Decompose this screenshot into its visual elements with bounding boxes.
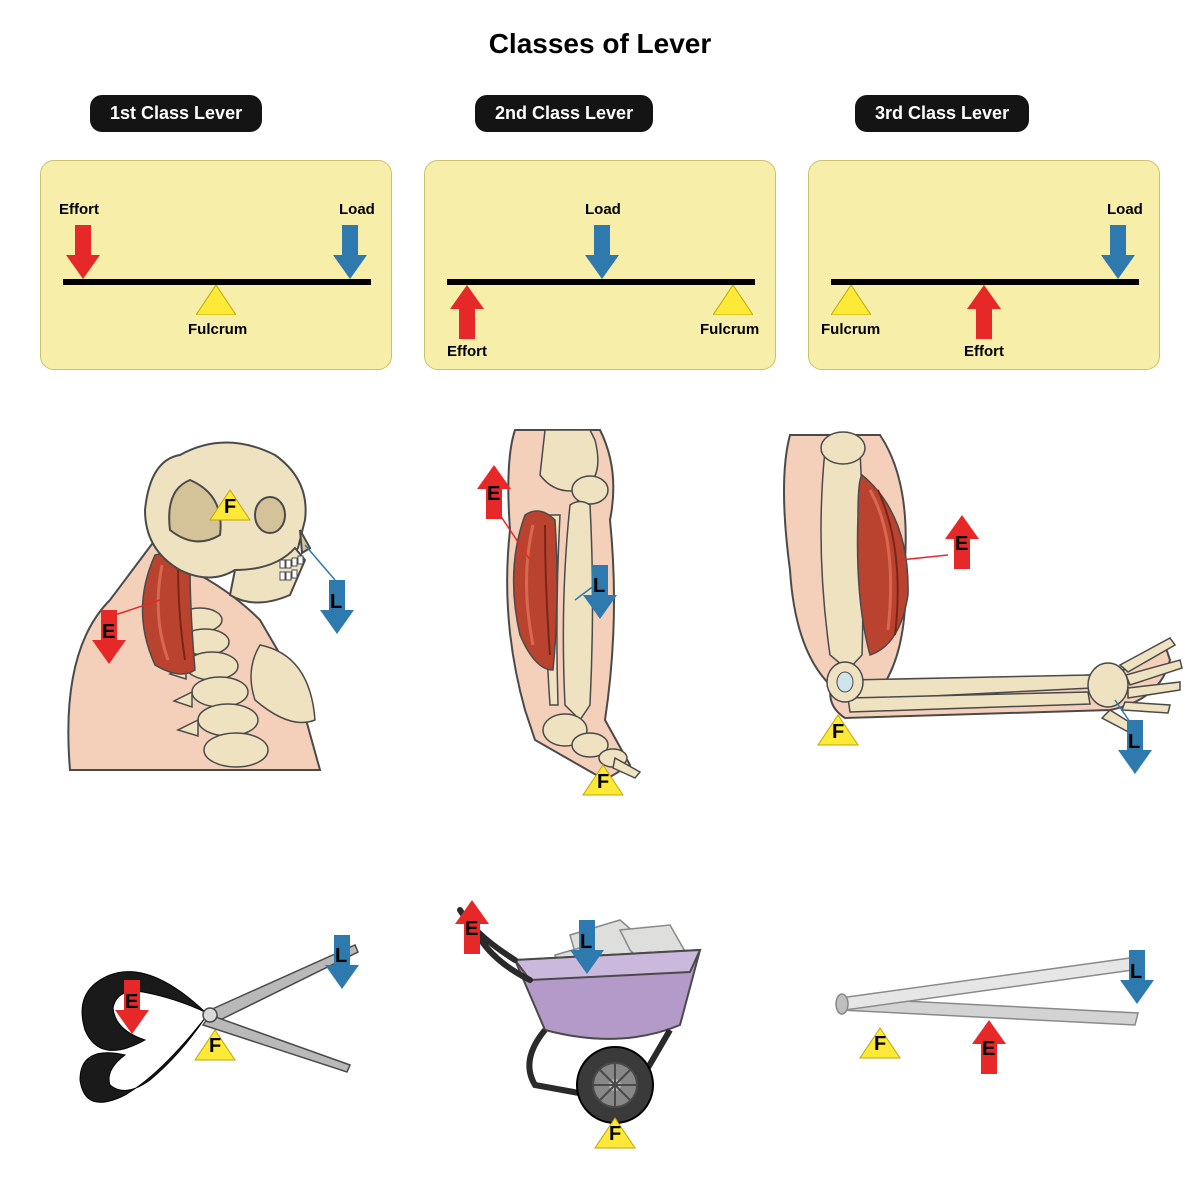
wheelbarrow-diagram: E L F	[420, 880, 760, 1150]
leg-diagram: E L F	[455, 420, 715, 800]
effort-label: Effort	[964, 343, 1004, 360]
effort-label: Effort	[59, 201, 99, 218]
page-title: Classes of Lever	[489, 28, 712, 60]
schematic-class-3: Fulcrum Effort Load	[808, 160, 1160, 370]
effort-arrow	[967, 285, 1001, 339]
load-label: Load	[339, 201, 375, 218]
schematic-class-2: Effort Load Fulcrum	[424, 160, 776, 370]
badge-class-3: 3rd Class Lever	[855, 95, 1029, 132]
svg-text:L: L	[1130, 961, 1142, 983]
svg-text:L: L	[1128, 731, 1140, 753]
svg-text:E: E	[465, 918, 478, 940]
svg-text:L: L	[335, 945, 347, 967]
fulcrum-label: Fulcrum	[188, 321, 247, 338]
tool-class-2: E L F	[420, 880, 760, 1130]
svg-text:E: E	[125, 991, 138, 1013]
badge-class-2: 2nd Class Lever	[475, 95, 653, 132]
load-label: Load	[1107, 201, 1143, 218]
skull-neck-diagram: F E L	[60, 420, 380, 780]
svg-text:E: E	[102, 621, 115, 643]
load-arrow	[333, 225, 367, 279]
effort-label: Effort	[447, 343, 487, 360]
anatomy-class-1: F E L	[60, 420, 380, 780]
fulcrum-marker	[713, 285, 753, 320]
svg-text:E: E	[982, 1038, 995, 1060]
fulcrum-marker	[831, 285, 871, 320]
anatomy-class-3: E L F	[770, 420, 1190, 780]
arm-diagram: E L F	[770, 420, 1190, 780]
svg-text:F: F	[832, 721, 844, 743]
svg-text:L: L	[330, 591, 342, 613]
svg-text:F: F	[209, 1035, 221, 1057]
anatomy-class-2: E L F	[455, 420, 715, 780]
load-label: Load	[585, 201, 621, 218]
load-arrow	[1101, 225, 1135, 279]
tool-class-3: F E L	[800, 880, 1180, 1130]
svg-text:E: E	[487, 483, 500, 505]
load-arrow	[585, 225, 619, 279]
fulcrum-label: Fulcrum	[700, 321, 759, 338]
schematic-class-1: Effort Load Fulcrum	[40, 160, 392, 370]
svg-text:L: L	[580, 931, 592, 953]
effort-arrow	[450, 285, 484, 339]
lever-beam	[447, 279, 755, 285]
svg-text:F: F	[609, 1123, 621, 1145]
tool-class-1: E L F	[55, 880, 375, 1130]
svg-text:L: L	[593, 575, 605, 597]
svg-text:F: F	[597, 771, 609, 793]
scissors-diagram: E L F	[55, 880, 375, 1130]
svg-text:E: E	[955, 533, 968, 555]
badge-class-1: 1st Class Lever	[90, 95, 262, 132]
svg-text:F: F	[224, 496, 236, 518]
svg-text:F: F	[874, 1033, 886, 1055]
fulcrum-label: Fulcrum	[821, 321, 880, 338]
effort-arrow	[66, 225, 100, 279]
tweezers-diagram: F E L	[800, 880, 1180, 1100]
fulcrum-marker	[196, 285, 236, 320]
